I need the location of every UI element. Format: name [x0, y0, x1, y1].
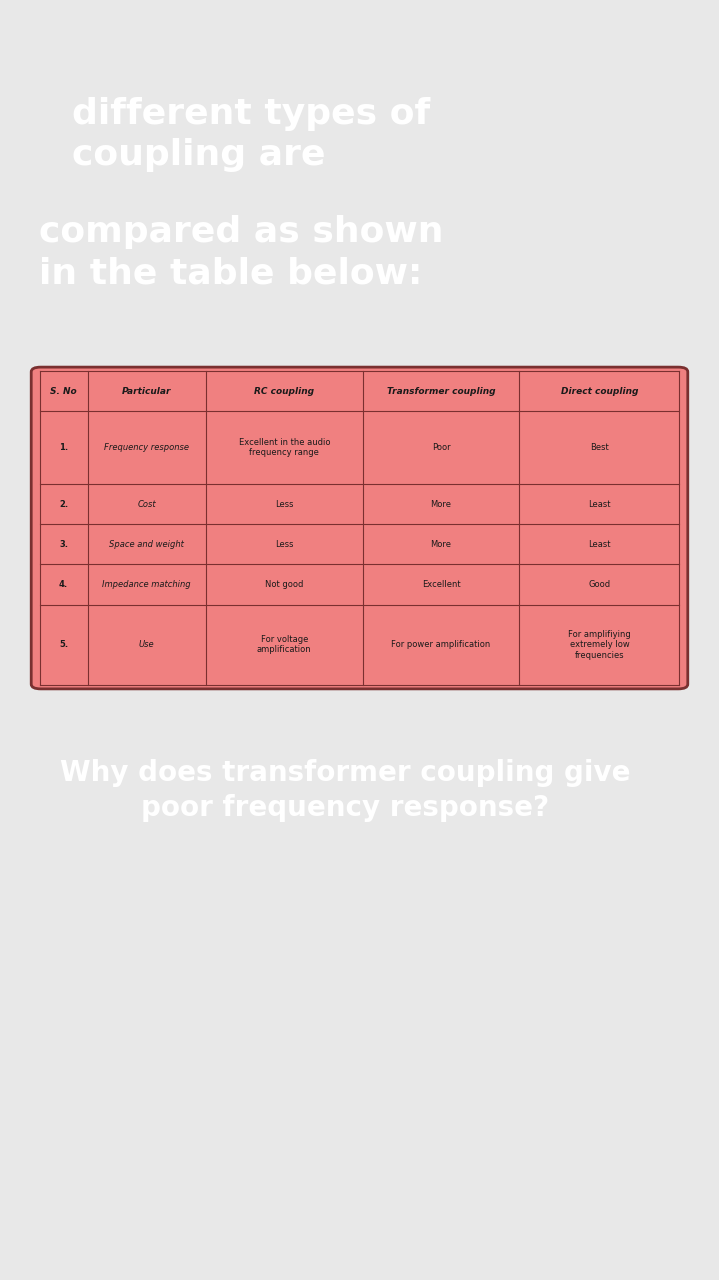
Text: Transformer coupling: Transformer coupling	[387, 387, 495, 396]
Text: Poor: Poor	[432, 443, 450, 452]
Text: Space and weight: Space and weight	[109, 540, 184, 549]
Text: 3.: 3.	[59, 540, 68, 549]
Text: More: More	[431, 540, 452, 549]
Text: 4.: 4.	[59, 580, 68, 589]
Text: Least: Least	[588, 540, 610, 549]
Text: Excellent in the audio
frequency range: Excellent in the audio frequency range	[239, 438, 330, 457]
Text: different types of
coupling are: different types of coupling are	[73, 97, 431, 172]
Text: Excellent: Excellent	[422, 580, 460, 589]
Text: Good: Good	[588, 580, 610, 589]
Text: Best: Best	[590, 443, 609, 452]
Text: Least: Least	[588, 499, 610, 508]
Text: More: More	[431, 499, 452, 508]
Text: For power amplification: For power amplification	[391, 640, 490, 649]
Text: For amplifiying
extremely low
frequencies: For amplifiying extremely low frequencie…	[568, 630, 631, 659]
Text: compared as shown
in the table below:: compared as shown in the table below:	[39, 215, 443, 291]
Text: Not good: Not good	[265, 580, 303, 589]
Text: Frequency response: Frequency response	[104, 443, 189, 452]
Text: Direct coupling: Direct coupling	[561, 387, 638, 396]
Text: Particular: Particular	[122, 387, 171, 396]
Text: For voltage
amplification: For voltage amplification	[257, 635, 311, 654]
Text: Use: Use	[139, 640, 155, 649]
Text: Why does transformer coupling give
poor frequency response?: Why does transformer coupling give poor …	[60, 759, 631, 822]
Text: RC coupling: RC coupling	[255, 387, 314, 396]
Text: 5.: 5.	[59, 640, 68, 649]
Text: Less: Less	[275, 540, 293, 549]
Text: 2.: 2.	[59, 499, 68, 508]
Text: S. No: S. No	[50, 387, 77, 396]
Text: Cost: Cost	[137, 499, 156, 508]
Text: Less: Less	[275, 499, 293, 508]
Text: Impedance matching: Impedance matching	[102, 580, 191, 589]
Text: 1.: 1.	[59, 443, 68, 452]
FancyBboxPatch shape	[31, 367, 688, 689]
